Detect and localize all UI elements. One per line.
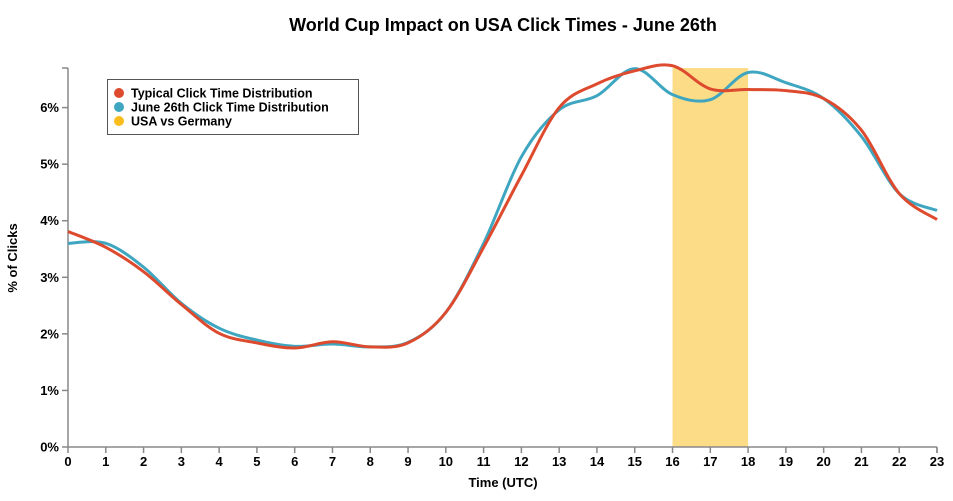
legend-label-match: USA vs Germany — [131, 115, 232, 129]
y-tick-label: 3% — [40, 270, 59, 285]
x-tick-label: 15 — [628, 454, 642, 469]
x-tick-label: 12 — [514, 454, 528, 469]
x-tick-label: 22 — [892, 454, 906, 469]
x-tick-label: 6 — [291, 454, 298, 469]
x-tick-label: 14 — [590, 454, 605, 469]
x-tick-label: 2 — [140, 454, 147, 469]
x-tick-label: 4 — [216, 454, 224, 469]
y-tick-label: 4% — [40, 213, 59, 228]
x-tick-label: 8 — [367, 454, 374, 469]
y-tick-label: 5% — [40, 157, 59, 172]
x-axis-label: Time (UTC) — [468, 475, 537, 490]
x-tick-label: 20 — [816, 454, 830, 469]
x-tick-label: 5 — [253, 454, 260, 469]
legend-swatch-june26 — [114, 102, 124, 112]
x-tick-label: 23 — [930, 454, 944, 469]
x-tick-label: 0 — [64, 454, 71, 469]
series-line — [67, 67, 938, 349]
y-tick-label: 0% — [40, 440, 59, 455]
y-tick-label: 6% — [40, 100, 59, 115]
legend: Typical Click Time Distribution June 26t… — [107, 79, 359, 135]
x-tick-label: 7 — [329, 454, 336, 469]
x-tick-label: 18 — [741, 454, 755, 469]
x-tick-label: 9 — [404, 454, 411, 469]
legend-swatch-typical — [114, 88, 124, 98]
x-tick-label: 17 — [703, 454, 717, 469]
legend-box — [107, 79, 359, 135]
legend-swatch-match — [114, 116, 124, 126]
x-tick-label: 1 — [102, 454, 109, 469]
x-tick-label: 13 — [552, 454, 566, 469]
x-tick-label: 3 — [178, 454, 185, 469]
chart-title: World Cup Impact on USA Click Times - Ju… — [289, 15, 717, 35]
legend-label-typical: Typical Click Time Distribution — [131, 87, 313, 101]
highlight-span — [672, 68, 749, 447]
highlight-layer — [672, 68, 749, 447]
y-axis-label: % of Clicks — [5, 223, 20, 292]
x-tick-label: 21 — [854, 454, 868, 469]
series-line — [67, 63, 938, 350]
axes: 0%1%2%3%4%5%6%0 1 2 3 4 5 6 7 8 9 10 11 12 13 14 15 16 17… — [40, 67, 944, 469]
y-tick-label: 2% — [40, 326, 59, 341]
x-tick-label: 19 — [779, 454, 793, 469]
x-tick-label: 16 — [665, 454, 679, 469]
x-tick-label: 11 — [477, 454, 491, 469]
series-layer — [67, 63, 938, 350]
x-tick-label: 10 — [439, 454, 453, 469]
y-tick-label: 1% — [40, 383, 59, 398]
legend-label-june26: June 26th Click Time Distribution — [131, 101, 329, 115]
